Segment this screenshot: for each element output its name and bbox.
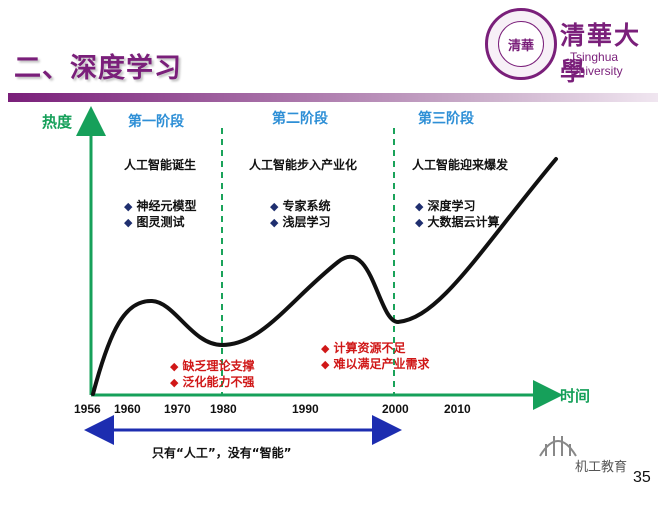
- setback-1-bullet: ◆ 缺乏理论支撑: [170, 359, 255, 373]
- year-label: 1990: [292, 402, 319, 416]
- diamond-bullet-icon: ◆: [415, 200, 424, 213]
- stage-1-title: 第一阶段: [128, 114, 184, 130]
- heat-curve: [91, 157, 558, 396]
- stage-1-bullet: ◆ 图灵测试: [124, 215, 185, 229]
- slide-title: 二、深度学习: [14, 53, 182, 84]
- watermark-text: 机工教育: [575, 460, 628, 475]
- setback-1-bullet: ◆ 泛化能力不强: [170, 375, 255, 389]
- year-label: 1980: [210, 402, 237, 416]
- university-name-en: Tsinghua University: [570, 50, 623, 78]
- diamond-bullet-icon: ◆: [415, 216, 424, 229]
- stage-2-title: 第二阶段: [272, 111, 328, 127]
- stage-3-bullet: ◆ 大数据云计算: [415, 215, 500, 229]
- diamond-bullet-icon: ◆: [270, 200, 279, 213]
- page-number: 35: [633, 469, 651, 486]
- diamond-bullet-icon: ◆: [124, 200, 133, 213]
- stage-2-bullet: ◆ 浅层学习: [270, 215, 331, 229]
- span-arrow-caption: 只有“人工”，没有“智能”: [152, 446, 292, 460]
- diamond-bullet-icon: ◆: [270, 216, 279, 229]
- stage-3-title: 第三阶段: [418, 111, 474, 127]
- stage-2-event: 人工智能步入产业化: [249, 158, 358, 172]
- year-label: 1970: [164, 402, 191, 416]
- setback-2-bullet: ◆ 计算资源不足: [321, 341, 406, 355]
- diamond-bullet-icon: ◆: [170, 360, 179, 373]
- setback-2-bullet: ◆ 难以满足产业需求: [321, 357, 430, 371]
- watermark-logo: [536, 422, 580, 462]
- header-divider-bar: [8, 93, 658, 102]
- diamond-bullet-icon: ◆: [321, 342, 330, 355]
- stage-3-bullet: ◆ 深度学习: [415, 199, 476, 213]
- x-axis-label: 时间: [560, 387, 591, 405]
- diamond-bullet-icon: ◆: [124, 216, 133, 229]
- year-label: 1960: [114, 402, 141, 416]
- seal-emblem: 清華: [498, 21, 544, 67]
- y-axis-label: 热度: [42, 113, 73, 131]
- diamond-bullet-icon: ◆: [170, 376, 179, 389]
- year-label: 2000: [382, 402, 409, 416]
- stage-1-bullet: ◆ 神经元模型: [124, 199, 197, 213]
- diamond-bullet-icon: ◆: [321, 358, 330, 371]
- university-name-cn: 清華大學: [560, 21, 642, 86]
- year-label: 2010: [444, 402, 471, 416]
- stage-1-event: 人工智能诞生: [124, 158, 197, 172]
- year-label: 1956: [74, 402, 101, 416]
- stage-3-event: 人工智能迎来爆发: [412, 158, 509, 172]
- stage-2-bullet: ◆ 专家系统: [270, 199, 331, 213]
- tsinghua-seal-logo: 清華: [485, 8, 557, 80]
